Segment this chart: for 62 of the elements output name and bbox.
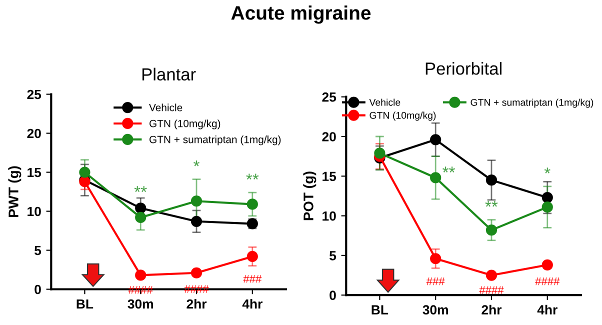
data-label: ### (243, 275, 262, 283)
point (79, 166, 90, 178)
chart-title: Periorbital (426, 62, 502, 75)
y-tick-label: 10 (322, 211, 336, 221)
point (135, 202, 146, 214)
legend-label: Vehicle (149, 104, 182, 112)
legend-label: Vehicle (369, 98, 400, 106)
x-tick-label: BL (76, 299, 94, 309)
legend-label: GTN (10mg/kg) (370, 112, 436, 121)
data-label: ** (485, 200, 498, 207)
y-tick-label: 5 (34, 246, 42, 256)
point (542, 192, 553, 204)
point (486, 174, 498, 186)
legend-label: GTN + sumatriptan (1mg/kg) (470, 98, 594, 108)
point (374, 148, 386, 159)
x-tick-label: 2hr (482, 304, 502, 314)
point (430, 253, 442, 264)
point (430, 134, 442, 146)
x-tick-label: 2hr (186, 298, 207, 309)
point (246, 250, 258, 262)
point (430, 172, 442, 184)
x-tick-label: BL (372, 305, 388, 314)
point (246, 198, 258, 210)
y-axis-title: POT (g) (303, 172, 316, 220)
y-tick-label: 20 (322, 132, 336, 142)
x-tick-label: 4hr (242, 298, 262, 309)
y-tick-label: 0 (34, 284, 41, 294)
y-tick-label: 0 (330, 290, 336, 300)
point (190, 267, 202, 278)
data-label: * (544, 168, 550, 174)
point (486, 270, 498, 281)
y-tick-label: 20 (27, 128, 41, 138)
point (542, 202, 553, 213)
point (190, 216, 202, 227)
x-tick-label: 30m (128, 299, 153, 309)
y-tick-label: 5 (329, 251, 336, 260)
point (135, 270, 146, 281)
data-label: * (194, 160, 200, 166)
point (542, 259, 553, 271)
legend-label: GTN (10mg/kg) (150, 120, 220, 130)
y-tick-label: 10 (28, 206, 41, 216)
point (486, 224, 498, 236)
x-tick-label: 4hr (537, 304, 558, 314)
data-label: #### (479, 286, 504, 294)
y-tick-label: 25 (27, 90, 42, 100)
y-tick-label: 15 (322, 172, 336, 182)
data-label: #### (128, 286, 153, 294)
chart-title: Plantar (142, 68, 196, 81)
point (190, 196, 202, 207)
y-axis-title: PWT (g) (8, 166, 22, 218)
text: Acute migraine (231, 6, 371, 24)
x-tick-label: 30m (422, 305, 448, 315)
y-tick-label: 15 (28, 168, 42, 178)
data-label: ### (426, 278, 445, 286)
data-label: ** (442, 166, 456, 172)
legend-label: GTN + sumatriptan (1mg/kg) (150, 136, 281, 146)
y-tick-label: 25 (322, 92, 336, 102)
point (135, 212, 146, 224)
data-label: #### (184, 285, 209, 293)
data-label: ** (134, 186, 147, 192)
data-label: #### (535, 278, 560, 286)
data-label: ** (246, 174, 259, 180)
